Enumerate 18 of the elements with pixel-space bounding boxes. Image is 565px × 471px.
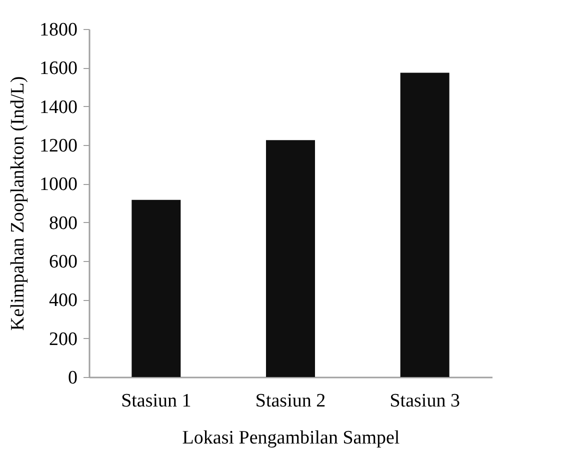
x-tick-label: Stasiun 1 [121, 390, 192, 412]
bar [266, 140, 315, 377]
bar [400, 72, 450, 377]
y-tick-label: 200 [49, 328, 78, 350]
y-tick-label: 0 [68, 368, 78, 388]
y-tick-label: 600 [49, 252, 78, 272]
x-tick-label: Stasiun 2 [255, 390, 326, 412]
y-tick-label: 1800 [40, 20, 78, 40]
y-tick-label: 1400 [40, 96, 78, 118]
y-tick-label: 1200 [40, 136, 78, 156]
x-tick-label: Stasiun 3 [390, 390, 460, 412]
x-axis-title: Lokasi Pengambilan Sampel [182, 428, 400, 448]
bar [132, 200, 181, 377]
y-axis-title: Kelimpahan Zooplankton (Ind/L) [8, 76, 28, 331]
y-tick-label: 400 [49, 290, 78, 312]
y-tick-label: 800 [49, 212, 78, 234]
y-tick-label: 1000 [40, 174, 78, 196]
y-tick-label: 1600 [40, 58, 78, 80]
